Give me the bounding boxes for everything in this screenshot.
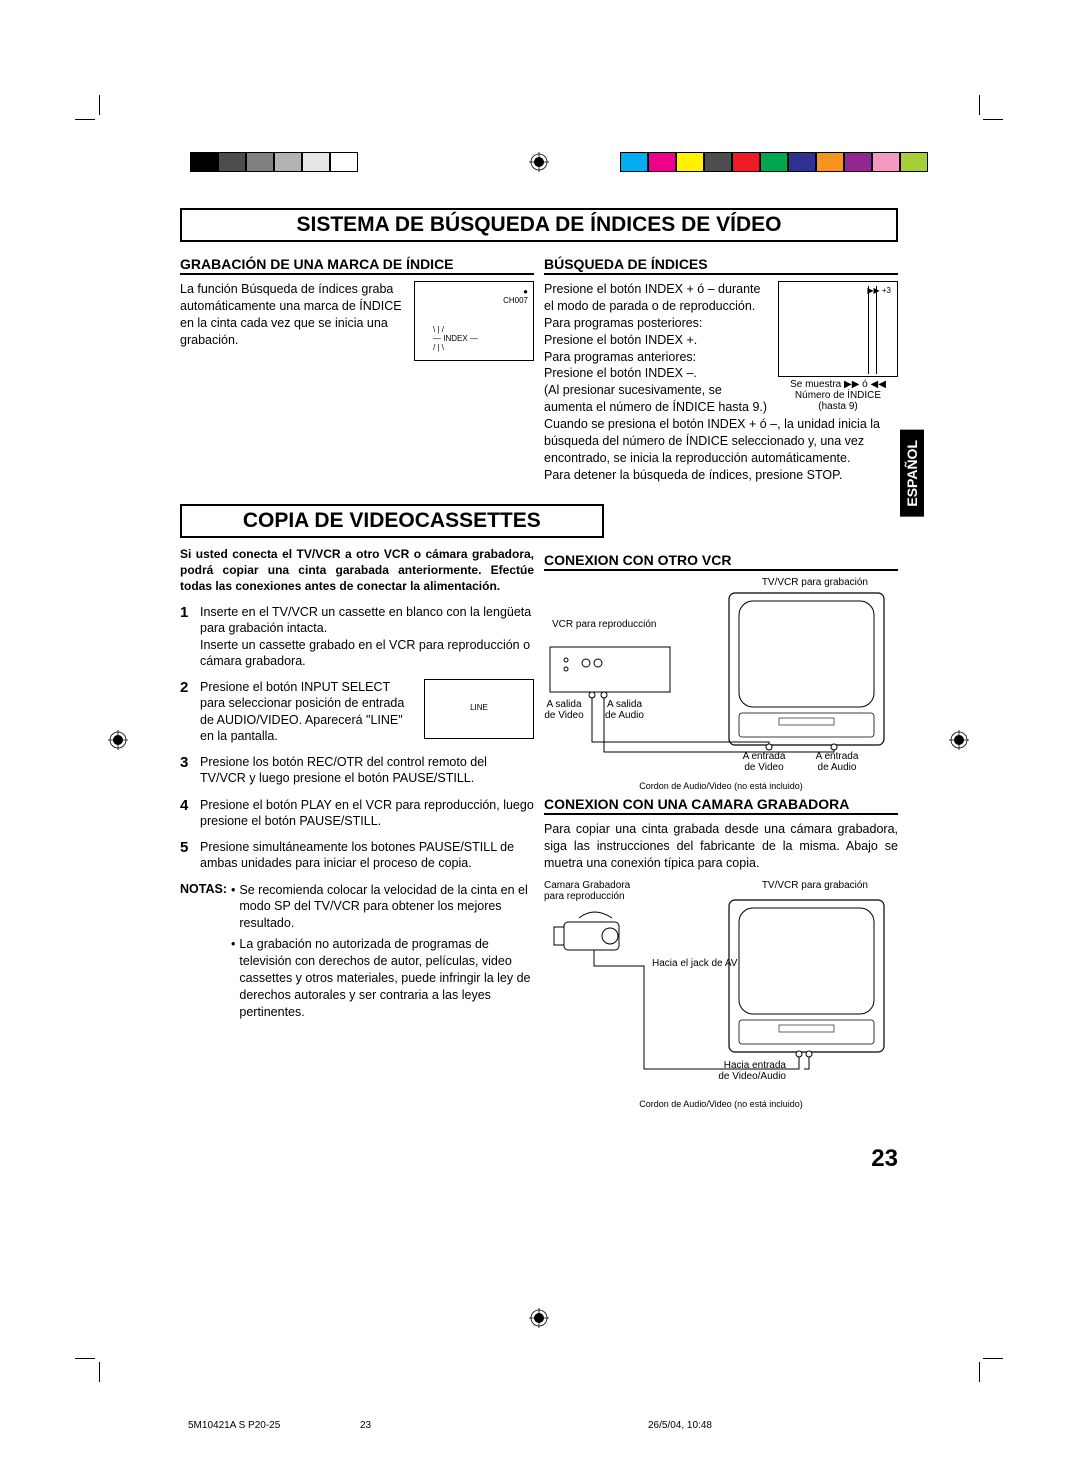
caption-upto9: (hasta 9) xyxy=(778,401,898,412)
sec1r-p3: Presione el botón INDEX +. xyxy=(544,332,772,349)
step-text: Presione simultáneamente los botones PAU… xyxy=(200,839,534,872)
sec1r-p4: Para programas anteriores: xyxy=(544,349,772,366)
step-text: Presione el botón INPUT SELECT para sele… xyxy=(200,679,534,744)
reg-mark-top xyxy=(529,152,549,172)
diagram-index: INDEX xyxy=(443,334,467,343)
footer-left: 5M10421A S P20-25 xyxy=(188,1420,280,1431)
footer-mid: 23 xyxy=(360,1420,371,1431)
sec1-left-header: GRABACIÓN DE UNA MARCA DE ÍNDICE xyxy=(180,256,534,275)
step-num: 4 xyxy=(180,797,194,830)
sec1r-p1: Presione el botón INDEX + ó – durante el… xyxy=(544,281,772,315)
step-2: 2Presione el botón INPUT SELECT para sel… xyxy=(180,679,534,744)
cable-caption2: Cordon de Audio/Video (no está incluido) xyxy=(544,1099,898,1109)
note-item: •La grabación no autorizada de programas… xyxy=(231,936,534,1020)
color-bars-left xyxy=(190,152,358,172)
sec2-intro: Si usted conecta el TV/VCR a otro VCR o … xyxy=(180,546,534,595)
sec1r-p5: Presione el botón INDEX –. xyxy=(544,365,772,382)
step-num: 5 xyxy=(180,839,194,872)
step-text: Presione los botón REC/OTR del control r… xyxy=(200,754,534,787)
sec1r-p6: (Al presionar sucesivamente, se aumenta … xyxy=(544,382,772,416)
reg-mark-right xyxy=(949,730,969,750)
cable-caption1: Cordon de Audio/Video (no está incluido) xyxy=(544,781,898,791)
sec1-right-header: BÚSQUEDA DE ÍNDICES xyxy=(544,256,898,275)
steps-list: 1Inserte en el TV/VCR un cassette en bla… xyxy=(180,604,534,872)
sec1r-p2: Para programas posteriores: xyxy=(544,315,772,332)
sec1r-p8: Para detener la búsqueda de índices, pre… xyxy=(544,467,898,484)
index-diagram: ●CH007 \ | /— INDEX —/ | \ xyxy=(414,281,534,361)
line-diagram: LINE xyxy=(424,679,534,739)
reg-mark-left xyxy=(108,730,128,750)
step-4: 4Presione el botón PLAY en el VCR para r… xyxy=(180,797,534,830)
sec2-right-p: Para copiar una cinta grabada desde una … xyxy=(544,821,898,872)
step-num: 2 xyxy=(180,679,194,744)
diagram-ch: CH007 xyxy=(503,296,528,305)
diagram-mark: +3 xyxy=(882,286,891,295)
step-num: 1 xyxy=(180,604,194,669)
step-text: Inserte en el TV/VCR un cassette en blan… xyxy=(200,604,534,669)
step-3: 3Presione los botón REC/OTR del control … xyxy=(180,754,534,787)
notes: NOTAS: •Se recomienda colocar la velocid… xyxy=(180,882,534,1025)
cam-connection-diagram: TV/VCR para grabación Camara Grabadora p… xyxy=(544,880,898,1095)
color-bars-right xyxy=(620,152,928,172)
step-5: 5Presione simultáneamente los botones PA… xyxy=(180,839,534,872)
language-tab: ESPAÑOL xyxy=(900,430,924,517)
sec2-right-h1: CONEXION CON OTRO VCR xyxy=(544,552,898,571)
page-number: 23 xyxy=(871,1145,898,1173)
step-num: 3 xyxy=(180,754,194,787)
vcr-connection-diagram: TV/VCR para grabación VCR para reproducc… xyxy=(544,577,898,777)
caption-shown: Se muestra xyxy=(790,379,841,390)
sec2-right-h2: CONEXION CON UNA CAMARA GRABADORA xyxy=(544,797,898,815)
notes-label: NOTAS: xyxy=(180,882,227,1025)
caption-indexnum: Número de ÍNDICE xyxy=(778,390,898,401)
page-content: ESPAÑOL SISTEMA DE BÚSQUEDA DE ÍNDICES D… xyxy=(180,208,898,1113)
section1-title: SISTEMA DE BÚSQUEDA DE ÍNDICES DE VÍDEO xyxy=(180,208,898,242)
section2-title: COPIA DE VIDEOCASSETTES xyxy=(180,504,604,538)
sec1-left-text: La función Búsqueda de índices graba aut… xyxy=(180,281,406,361)
note-item: •Se recomienda colocar la velocidad de l… xyxy=(231,882,534,933)
index-search-diagram: ▶▶ +3 xyxy=(778,281,898,377)
reg-mark-bottom xyxy=(529,1308,549,1328)
step-1: 1Inserte en el TV/VCR un cassette en bla… xyxy=(180,604,534,669)
footer-right: 26/5/04, 10:48 xyxy=(648,1420,712,1431)
vcr-svg xyxy=(544,587,894,772)
step-text: Presione el botón PLAY en el VCR para re… xyxy=(200,797,534,830)
sec1r-p7: Cuando se presiona el botón INDEX + ó –,… xyxy=(544,416,898,467)
